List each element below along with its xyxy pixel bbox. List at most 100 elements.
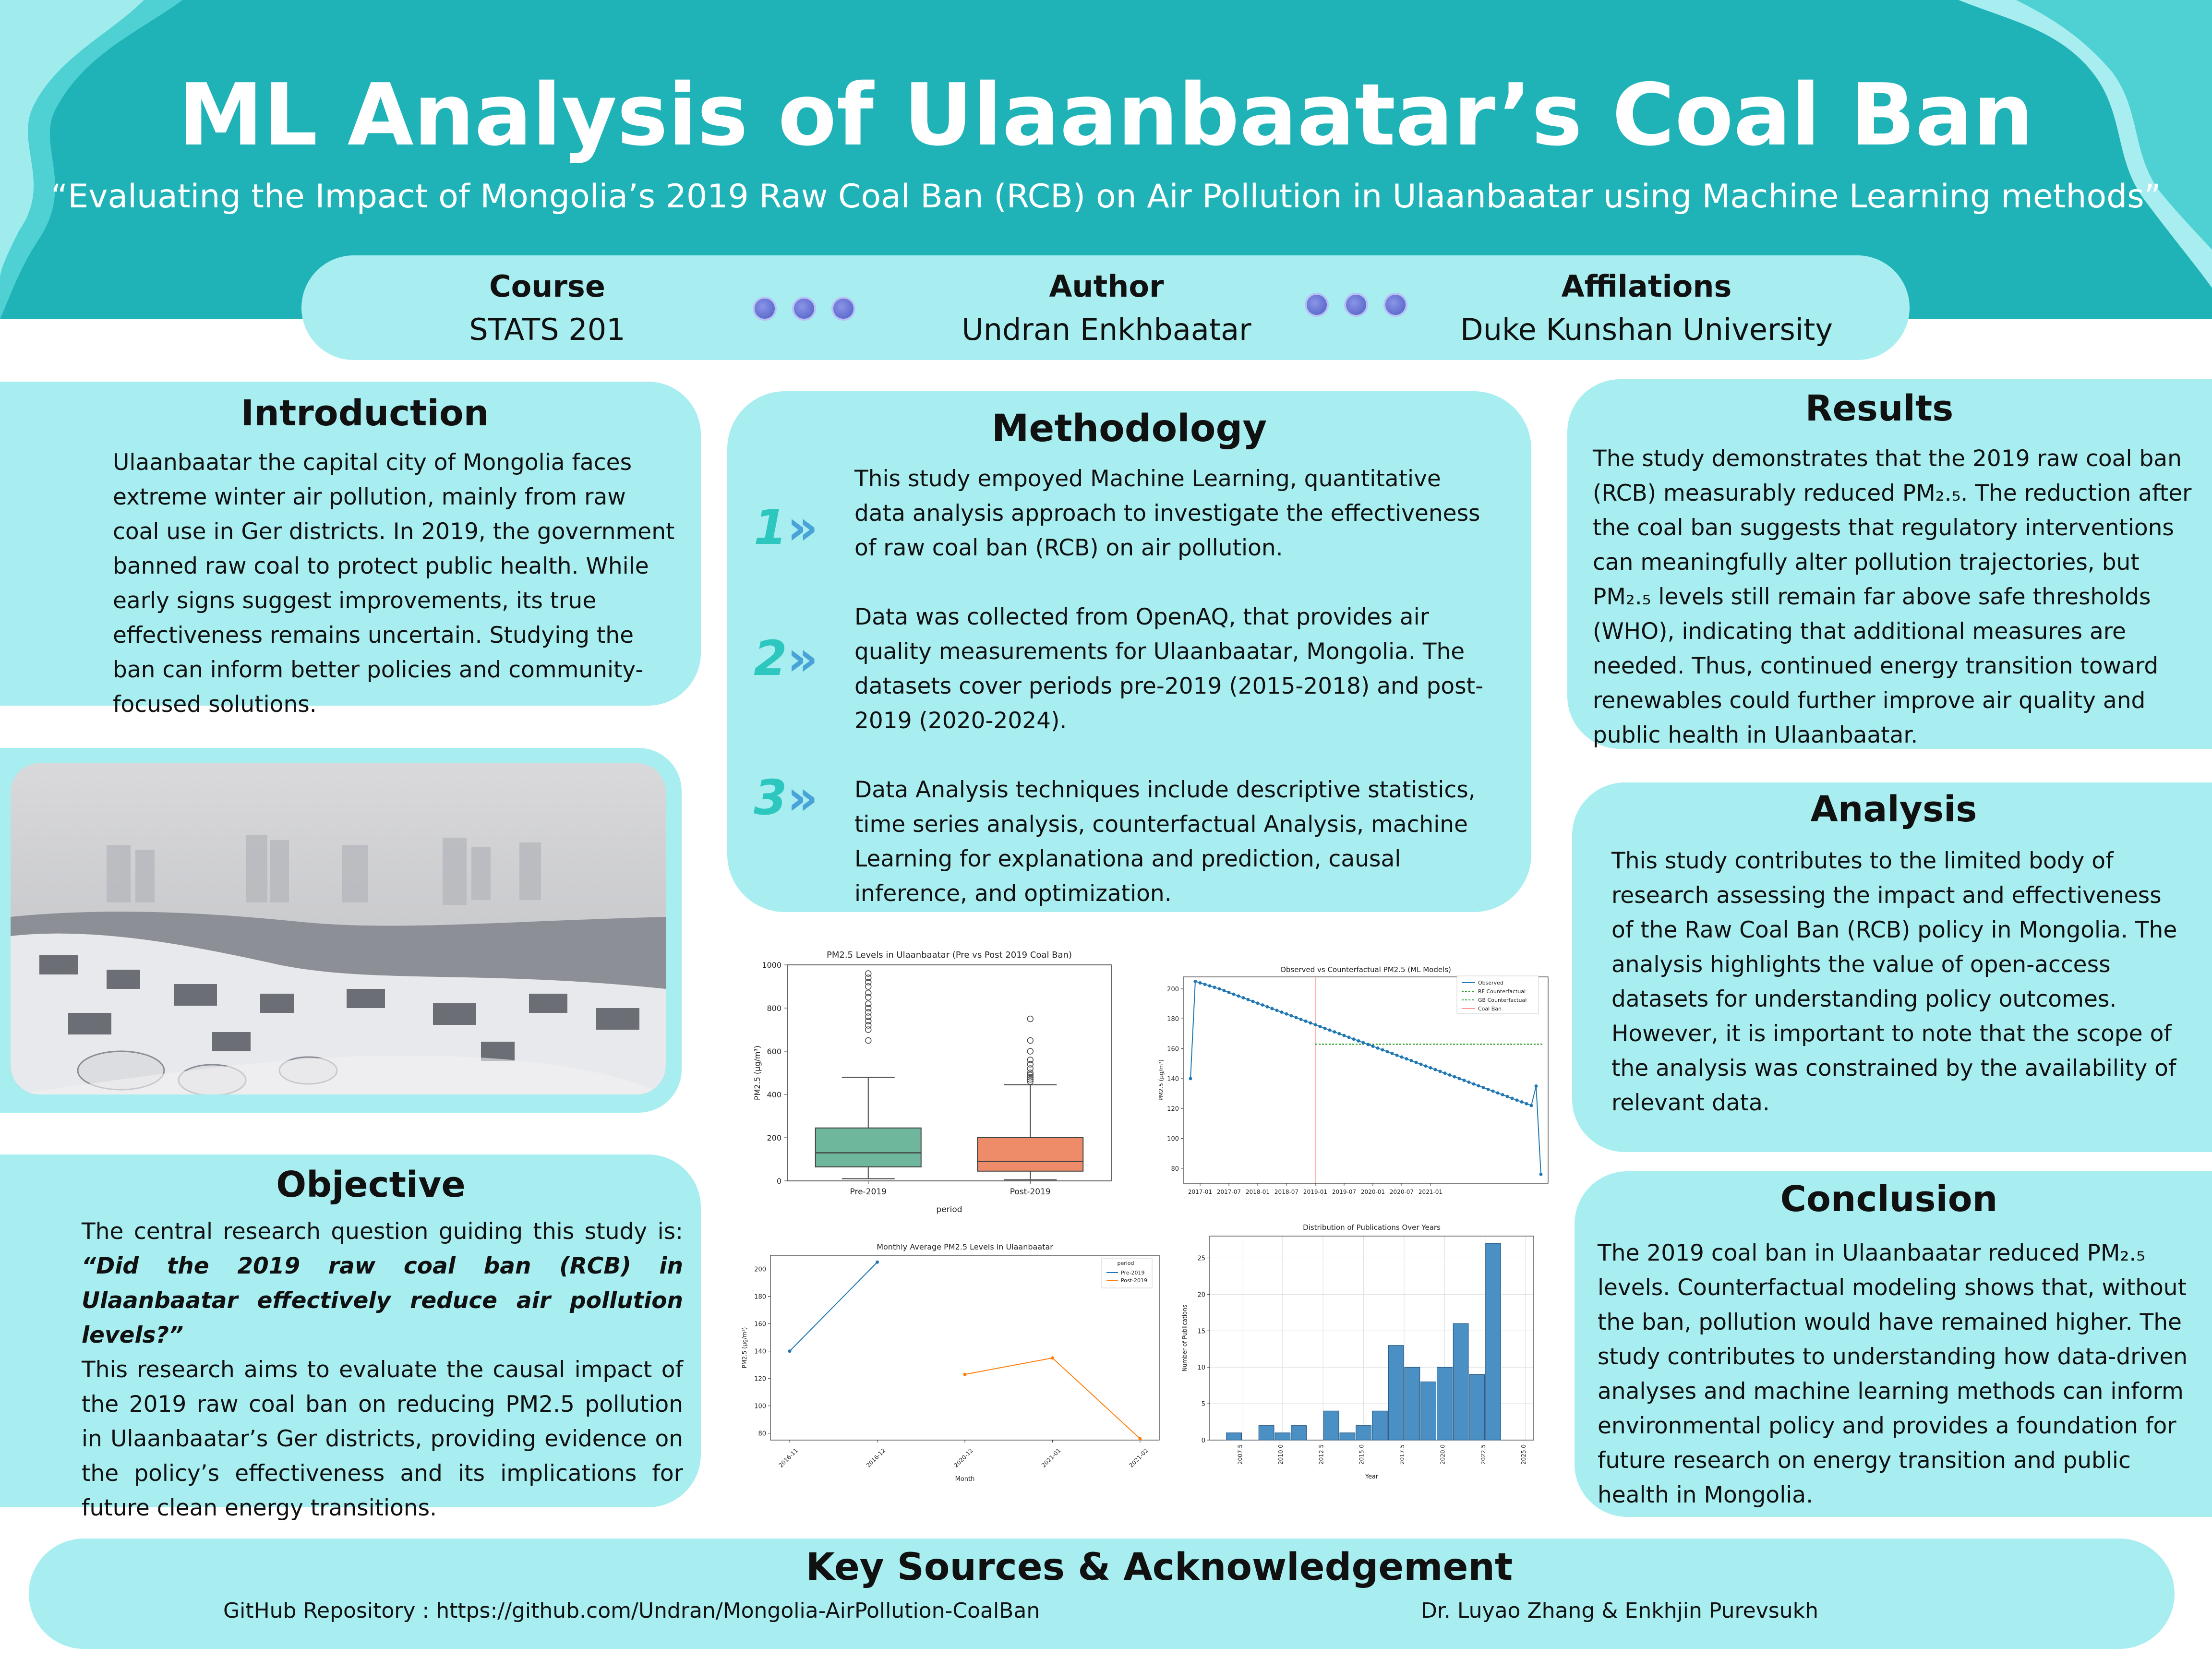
x-tick-label: 2022.5 [1480,1444,1487,1465]
y-tick-label: 140 [754,1348,766,1356]
bar-2011 [1291,1425,1307,1441]
bar-2020 [1437,1367,1453,1441]
outlier-point [865,970,872,977]
plot-frame [770,1255,1160,1441]
observed-point [1270,1007,1274,1010]
outlier-point [1027,1070,1034,1076]
step-1-number: 1 [754,499,787,555]
legend-label: Post-2019 [1121,1277,1147,1284]
series-point [963,1372,967,1376]
conclusion-heading: Conclusion [1780,1178,1998,1220]
x-tick-label: 2018-07 [1274,1189,1298,1195]
observed-point [1486,1087,1490,1091]
poster-subtitle: “Evaluating the Impact of Mongolia’s 201… [51,178,2161,216]
methodology-panel [727,391,1531,912]
observed-point [1510,1096,1514,1100]
chevron-right-icon: » [787,499,818,555]
decorative-dot [1344,293,1368,317]
y-axis-label: PM2.5 (µg/m³) [741,1327,748,1369]
observed-point [1361,1041,1365,1045]
y-tick-label: 600 [767,1047,781,1056]
y-tick-label: 5 [1202,1401,1205,1408]
legend-title: period [1117,1260,1134,1266]
y-tick-label: 120 [1167,1106,1179,1113]
outlier-point [1027,1037,1034,1044]
outlier-point [865,1026,872,1033]
observed-point [1366,1043,1370,1046]
y-tick-label: 0 [777,1177,781,1186]
observed-point [1501,1093,1504,1097]
observed-point [1481,1086,1485,1090]
legend-label: GB Counterfactual [1478,997,1527,1003]
outlier-point [865,979,872,986]
bar-2023 [1485,1243,1501,1441]
decorative-dot [753,297,777,321]
observed-point [1491,1089,1495,1093]
observed-point [1337,1032,1341,1035]
outlier-point [865,974,872,981]
observed-point [1342,1034,1346,1037]
bar-2018 [1404,1367,1420,1441]
introduction-heading: Introduction [240,393,489,434]
observed-point [1525,1102,1528,1106]
affiliation-value: Duke Kunshan University [1460,312,1833,347]
observed-point [1438,1070,1442,1073]
chart-title: Distribution of Publications Over Years [1303,1223,1441,1232]
bar-2009 [1258,1425,1274,1441]
x-tick-label: 2025.0 [1520,1444,1527,1465]
observed-point [1390,1052,1394,1056]
outlier-point [865,1009,872,1016]
step-2-marker: 2» [754,630,818,686]
chevron-right-icon: » [787,630,818,686]
observed-point [1409,1058,1413,1062]
y-tick-label: 180 [754,1294,766,1301]
bar-2019 [1420,1382,1436,1441]
series-line-Pre-2019 [789,1262,878,1352]
y-axis-label: PM2.5 (µg/m³) [753,1046,762,1100]
observed-point [1371,1045,1375,1048]
observed-point [1275,1009,1279,1012]
observed-point [1352,1037,1356,1041]
observed-point [1429,1066,1432,1070]
objective-panel [0,1154,701,1507]
legend-label: Coal Ban [1478,1006,1502,1012]
observed-point [1443,1071,1447,1075]
observed-point [1232,992,1236,996]
observed-point [1318,1024,1322,1028]
step-1-text: This study empoyed Machine Learning, qua… [854,466,1480,561]
legend-label: Observed [1478,980,1503,986]
series-point [788,1349,792,1353]
github-repository-link[interactable]: GitHub Repository : https://github.com/U… [223,1599,1040,1623]
plot-frame [1209,1236,1534,1441]
outlier-point [865,989,872,997]
conclusion-panel [1575,1171,2212,1517]
y-tick-label: 100 [754,1403,766,1410]
analysis-text: This study contributes to the limited bo… [1611,848,2177,1116]
decorative-dot [792,297,816,321]
bar-2017 [1388,1345,1404,1441]
x-axis-label: period [936,1205,962,1214]
x-tick-label: 2015.0 [1358,1444,1365,1465]
counterfactual-svg: Observed vs Counterfactual PM2.5 (ML Mod… [1158,965,1549,1195]
y-tick-label: 200 [767,1133,781,1142]
step-3-number: 3 [754,769,787,826]
step-2-number: 2 [754,630,787,686]
y-tick-label: 25 [1197,1255,1205,1262]
introduction-panel [0,382,701,706]
research-question: “Did the 2019 raw coal ban (RCB) in Ulaa… [82,1253,683,1348]
outlier-point [865,1000,872,1007]
observed-point [1294,1016,1298,1020]
observed-point [1237,994,1240,998]
observed-point [1395,1053,1399,1057]
acknowledgement-names: Dr. Luyao Zhang & Enkhjin Purevsukh [1421,1599,1818,1623]
observed-point [1405,1057,1408,1061]
outlier-point [865,1013,872,1020]
y-tick-label: 200 [754,1266,766,1274]
footer-heading: Key Sources & Acknowledgement [805,1546,1513,1589]
outlier-point [865,994,872,1001]
course-label: Course [489,269,605,304]
decorative-dot [1305,293,1329,317]
observed-point [1433,1068,1437,1071]
x-tick-label: 2019-01 [1303,1189,1327,1195]
results-text: The study demonstrates that the 2019 raw… [1593,445,2192,748]
